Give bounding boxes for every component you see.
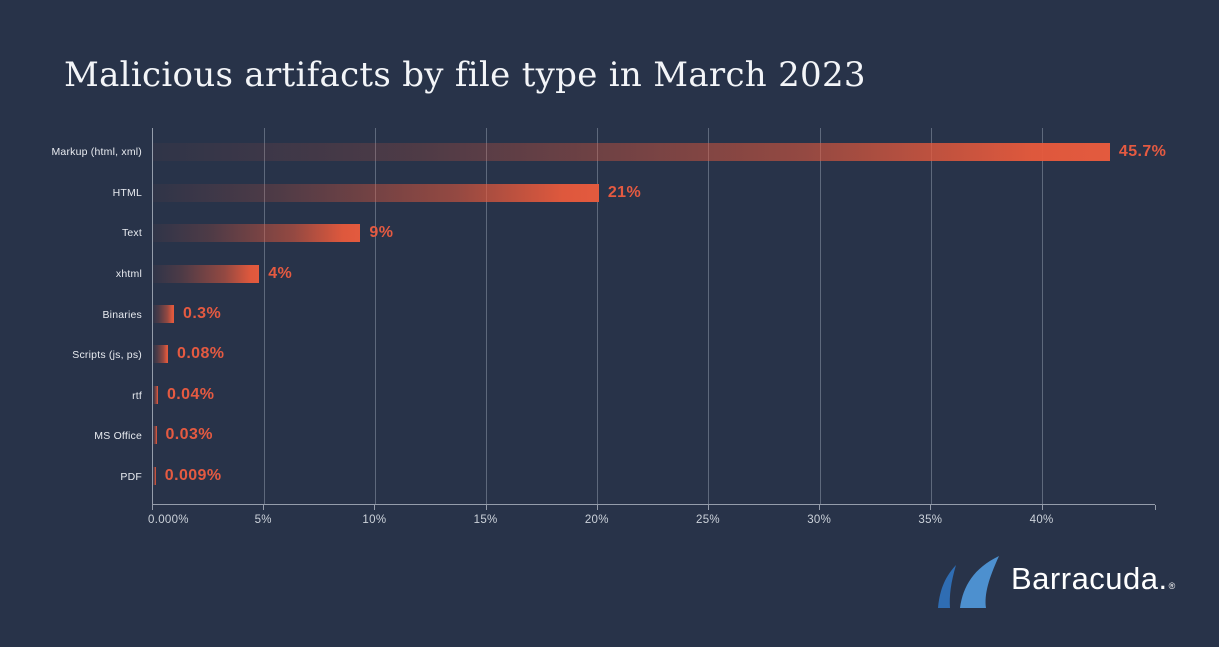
gridline: [930, 128, 932, 504]
gridline: [708, 128, 710, 504]
axis-tick-label: 25%: [696, 514, 720, 526]
bar-row: 9%: [153, 213, 1155, 253]
bar: [153, 304, 175, 323]
category-label: MS Office: [94, 430, 142, 443]
axis-tick-label: 40%: [1029, 514, 1054, 526]
bar-value-label: 0.04%: [167, 385, 215, 403]
axis-tick: [263, 505, 265, 510]
bar-row: 0.009%: [153, 456, 1155, 496]
category-label: PDF: [120, 470, 142, 483]
bar-value-label: 21%: [607, 183, 642, 201]
bar-value-label: 0.03%: [165, 426, 213, 444]
barracuda-logo: Barracuda.®: [936, 556, 1175, 608]
gridline: [597, 128, 599, 504]
bar-value-label: 4%: [268, 264, 293, 282]
gridline: [1041, 128, 1043, 504]
plot-area: 45.7% 21% 9% 4% 0.3% 0.08% 0.04% 0.03% 0.009%: [152, 128, 1166, 505]
bar: [153, 426, 157, 445]
axis-tick-label: 10%: [362, 514, 387, 526]
bar-row: 0.04%: [153, 375, 1155, 415]
axis-tick: [374, 505, 376, 510]
category-label: Binaries: [102, 308, 142, 321]
chart-title: Malicious artifacts by file type in Marc…: [64, 55, 866, 95]
category-label: Markup (html, xml): [51, 146, 142, 159]
bar-value-label: 0.3%: [183, 304, 222, 322]
category-label: Scripts (js, ps): [72, 349, 142, 362]
bar: [153, 224, 361, 243]
category-labels: Markup (html, xml) HTML Text xhtml Binaries S…: [0, 128, 142, 505]
bar-row: 21%: [153, 172, 1155, 212]
x-axis: 0.000% 5% 10% 15% 20% 25% 30% 35% 40%: [148, 505, 1156, 537]
axis-tick: [596, 505, 598, 510]
axis-tick-label: 5%: [254, 514, 272, 526]
category-label: Text: [121, 227, 142, 240]
category-label: rtf: [132, 389, 142, 402]
axis-tick-label: 35%: [918, 514, 943, 526]
axis-tick-label: 20%: [584, 514, 609, 526]
bar-value-label: 0.009%: [164, 466, 222, 484]
bar-row: 45.7%: [153, 132, 1166, 172]
gridline: [486, 128, 488, 504]
bar: [153, 264, 260, 283]
barracuda-fins-icon: [938, 556, 999, 608]
axis-tick: [152, 505, 153, 510]
axis-tick: [1041, 505, 1043, 510]
bar-row: 0.08%: [153, 334, 1155, 374]
gridline: [819, 128, 821, 504]
bar-value-label: 45.7%: [1118, 143, 1167, 161]
barracuda-wordmark: Barracuda.®: [1011, 560, 1176, 596]
bar-row: 0.03%: [153, 415, 1155, 455]
axis-tick: [930, 505, 932, 510]
axis-tick: [485, 505, 487, 510]
bar: [153, 143, 1110, 162]
bar: [153, 385, 158, 404]
axis-tick: [819, 505, 821, 510]
axis-tick-label: 15%: [473, 514, 498, 526]
bar: [153, 345, 169, 364]
axis-end-tick: [1155, 505, 1156, 510]
bar: [153, 183, 599, 202]
gridline: [264, 128, 266, 504]
bar-row: 4%: [153, 253, 1155, 293]
registered-mark: ®: [1168, 580, 1176, 591]
axis-tick: [707, 505, 709, 510]
bar-value-label: 0.08%: [177, 345, 225, 363]
gridline: [375, 128, 377, 504]
category-label: HTML: [112, 186, 142, 199]
bar-row: 0.3%: [153, 294, 1155, 334]
bar: [153, 466, 156, 485]
bar-value-label: 9%: [369, 224, 394, 242]
category-label: xhtml: [115, 267, 142, 280]
axis-tick-label: 0.000%: [148, 514, 189, 526]
axis-tick-label: 30%: [807, 514, 832, 526]
